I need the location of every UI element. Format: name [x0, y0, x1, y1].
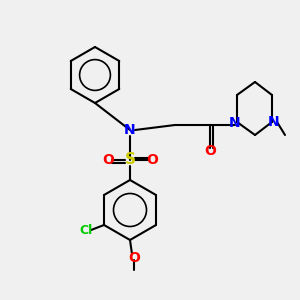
- Text: S: S: [124, 152, 136, 167]
- Text: N: N: [229, 116, 241, 130]
- Text: O: O: [146, 153, 158, 167]
- Text: N: N: [124, 123, 136, 137]
- Text: O: O: [102, 153, 114, 167]
- Text: N: N: [268, 115, 280, 129]
- Text: O: O: [128, 251, 140, 265]
- Text: Cl: Cl: [80, 224, 93, 236]
- Text: O: O: [204, 144, 216, 158]
